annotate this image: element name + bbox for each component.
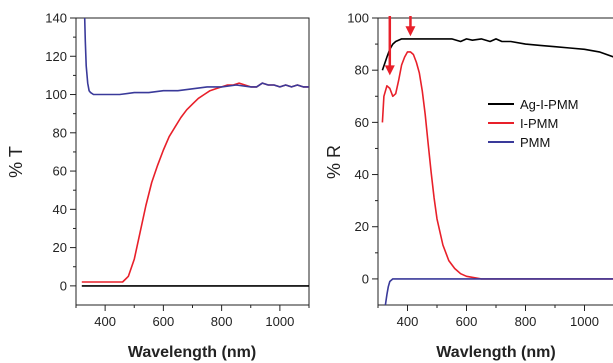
chart-left-ytick-label: 120 [45,49,67,64]
chart-right-frame [377,17,613,306]
chart-right-ytick-label: 100 [347,11,369,26]
chart-right-xlabel: Wavlength (nm) [436,344,555,361]
chart-left-ytick-label: 20 [53,240,67,255]
chart-right-xtick-label: 1000 [570,314,599,329]
chart-right-arrow-head [405,26,416,37]
chart-left-ylabel: % T [6,146,26,178]
chart-right: 400 600 800 1000 0 20 40 60 80 100 Ag-I-PMM I-PM… [324,11,613,361]
chart-right-series-pmm [384,278,613,306]
chart-right-legend: Ag-I-PMM I-PMM PMM [488,97,579,150]
chart-left-ytick-label: 80 [53,125,67,140]
chart-right-arrow-head [384,65,395,76]
chart-left-ytick-label: 140 [45,11,67,26]
chart-right-yticks: 0 20 40 60 80 100 [347,11,378,286]
chart-right-ylabel: % R [324,145,344,179]
chart-left-yticks: 0 20 40 60 80 100 120 140 [45,11,76,293]
chart-right-ytick-label: 20 [355,219,369,234]
legend-label-ag-i-pmm: Ag-I-PMM [520,97,579,112]
chart-left-frame [75,17,310,306]
chart-left-xticks: 400 600 800 1000 [75,305,310,329]
chart-left-ytick-label: 100 [45,87,67,102]
chart-left-ytick-label: 40 [53,202,67,217]
chart-right-series [381,38,613,306]
chart-left-series-line-1 [81,82,309,283]
chart-right-xticks: 400 600 800 1000 [377,305,599,329]
chart-right-ytick-label: 0 [362,271,369,286]
chart-right-ytick-label: 80 [355,63,369,78]
chart-left-xlabel: Wavelength (nm) [128,344,256,361]
chart-left-series-line-2 [83,17,309,96]
chart-left-series [81,17,309,287]
chart-right-xtick-label: 800 [515,314,537,329]
chart-left-xtick-label: 800 [211,314,233,329]
chart-left: 400 600 800 1000 0 20 40 60 80 100 120 140 Wavelen… [6,11,310,361]
chart-right-xtick-label: 400 [397,314,419,329]
chart-left-xtick-label: 1000 [265,314,294,329]
chart-right-ytick-label: 60 [355,115,369,130]
chart-left-xtick-label: 600 [153,314,175,329]
chart-right-series-ag-i-pmm [381,38,613,71]
chart-right-xtick-label: 600 [456,314,478,329]
chart-left-xtick-label: 400 [94,314,116,329]
legend-label-pmm: PMM [520,135,550,150]
chart-left-ytick-label: 60 [53,164,67,179]
chart-left-ytick-label: 0 [60,278,67,293]
chart-right-arrows [384,16,416,76]
legend-label-i-pmm: I-PMM [520,116,558,131]
chart-right-ytick-label: 40 [355,167,369,182]
chart-right-series-i-pmm [381,51,613,280]
